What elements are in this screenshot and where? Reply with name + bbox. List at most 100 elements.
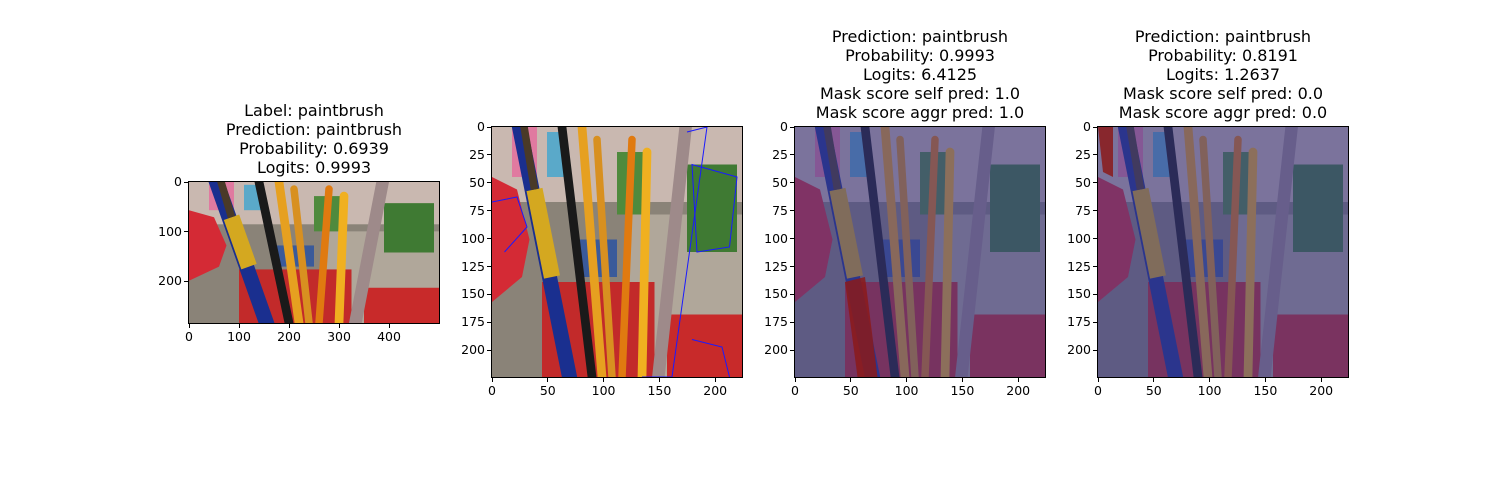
image-axes <box>491 126 743 378</box>
y-tick-mark <box>790 182 794 184</box>
title-line: Mask score aggr pred: 0.0 <box>1118 103 1328 122</box>
title-line: Prediction: paintbrush <box>831 27 1009 46</box>
title-line: Mask score self pred: 1.0 <box>819 84 1021 103</box>
x-tick-mark <box>906 378 908 382</box>
panel-title: Prediction: paintbrush Probability: 0.819… <box>1073 27 1373 122</box>
y-tick-mark <box>1093 210 1097 212</box>
y-tick-label: 125 <box>764 258 788 274</box>
y-tick-label: 125 <box>461 258 485 274</box>
y-tick-mark <box>487 238 491 240</box>
x-tick-label: 0 <box>185 329 193 344</box>
y-tick-label: 75 <box>772 202 788 218</box>
y-tick-label: 0 <box>477 119 485 134</box>
title-line: Logits: 0.9993 <box>256 158 372 177</box>
y-tick-label: 100 <box>1067 230 1091 246</box>
y-tick-mark <box>487 321 491 323</box>
title-line: Probability: 0.6939 <box>239 139 389 158</box>
y-tick-label: 0 <box>780 119 788 134</box>
y-tick-mark <box>184 231 188 233</box>
y-tick-label: 50 <box>1075 174 1091 190</box>
x-tick-label: 150 <box>647 383 672 398</box>
y-tick-label: 125 <box>1067 258 1091 274</box>
y-tick-label: 150 <box>461 286 485 302</box>
y-tick-mark <box>790 154 794 156</box>
x-tick-label: 100 <box>1197 383 1222 398</box>
x-tick-label: 200 <box>1006 383 1031 398</box>
image-axes <box>1097 126 1349 378</box>
y-tick-mark <box>1093 126 1097 128</box>
x-tick-label: 200 <box>277 329 301 344</box>
y-tick-label: 25 <box>772 146 788 162</box>
y-tick-label: 175 <box>461 314 485 330</box>
y-tick-mark <box>1093 349 1097 351</box>
y-tick-mark <box>487 210 491 212</box>
x-tick-label: 0 <box>1094 383 1102 398</box>
y-tick-label: 25 <box>469 146 485 162</box>
y-tick-mark <box>790 126 794 128</box>
y-tick-mark <box>1093 266 1097 267</box>
title-line: Probability: 0.9993 <box>845 46 995 65</box>
y-tick-mark <box>487 154 491 156</box>
y-tick-mark <box>1093 182 1097 184</box>
x-tick-label: 200 <box>703 383 728 398</box>
title-line: Mask score self pred: 0.0 <box>1122 84 1324 103</box>
x-tick-mark <box>1017 378 1019 382</box>
x-tick-label: 150 <box>1253 383 1278 398</box>
x-tick-label: 400 <box>377 329 401 344</box>
x-tick-label: 100 <box>591 383 616 398</box>
x-tick-label: 150 <box>950 383 975 398</box>
y-tick-mark <box>487 293 491 295</box>
x-tick-label: 200 <box>1309 383 1334 398</box>
x-tick-label: 100 <box>894 383 919 398</box>
y-tick-mark <box>790 321 794 323</box>
y-tick-label: 175 <box>1067 314 1091 330</box>
x-tick-label: 50 <box>539 383 556 398</box>
paintbrush-image <box>492 127 742 377</box>
x-tick-mark <box>961 378 963 382</box>
x-tick-label: 0 <box>488 383 496 398</box>
y-tick-mark <box>790 349 794 351</box>
paintbrush-image <box>795 127 1045 377</box>
x-tick-label: 100 <box>227 329 251 344</box>
title-line: Prediction: paintbrush <box>225 120 403 139</box>
y-tick-mark <box>487 266 491 267</box>
x-tick-mark <box>1097 378 1099 382</box>
x-tick-mark <box>338 324 340 328</box>
x-tick-mark <box>658 378 660 382</box>
y-tick-label: 50 <box>772 174 788 190</box>
y-tick-mark <box>1093 238 1097 240</box>
y-tick-mark <box>184 280 188 282</box>
y-tick-label: 200 <box>461 342 485 358</box>
y-tick-mark <box>790 293 794 295</box>
y-tick-label: 200 <box>1067 342 1091 358</box>
x-tick-mark <box>238 324 240 328</box>
x-tick-mark <box>1320 378 1322 382</box>
y-tick-label: 200 <box>764 342 788 358</box>
y-tick-mark <box>790 210 794 212</box>
y-tick-mark <box>790 266 794 267</box>
x-tick-mark <box>388 324 390 328</box>
y-tick-label: 100 <box>158 223 182 239</box>
y-tick-mark <box>487 126 491 128</box>
x-tick-mark <box>491 378 493 382</box>
x-tick-mark <box>1209 378 1211 382</box>
x-tick-mark <box>288 324 290 328</box>
y-tick-mark <box>487 349 491 351</box>
x-tick-mark <box>794 378 796 382</box>
y-tick-label: 100 <box>461 230 485 246</box>
x-tick-label: 50 <box>1145 383 1162 398</box>
title-line: Label: paintbrush <box>244 101 384 120</box>
title-line: Prediction: paintbrush <box>1134 27 1312 46</box>
x-tick-mark <box>1264 378 1266 382</box>
x-tick-mark <box>714 378 716 382</box>
y-tick-mark <box>184 181 188 183</box>
y-tick-label: 150 <box>1067 286 1091 302</box>
paintbrush-image <box>1098 127 1348 377</box>
y-tick-mark <box>1093 154 1097 156</box>
y-tick-label: 0 <box>174 174 182 189</box>
y-tick-label: 150 <box>764 286 788 302</box>
y-tick-label: 175 <box>764 314 788 330</box>
paintbrush-image <box>189 182 439 323</box>
y-tick-label: 0 <box>1083 119 1091 134</box>
